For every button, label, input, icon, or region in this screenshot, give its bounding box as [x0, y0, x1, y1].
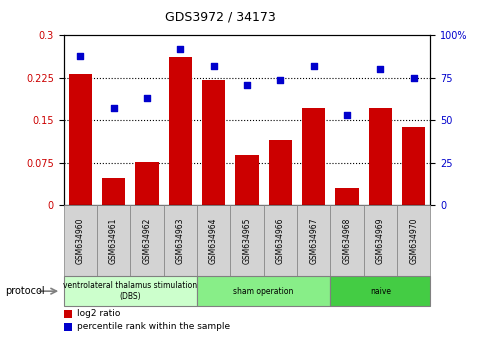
Bar	[102, 178, 125, 205]
Bar	[401, 127, 425, 205]
Point	[76, 53, 84, 59]
Text: ventrolateral thalamus stimulation
(DBS): ventrolateral thalamus stimulation (DBS)	[63, 281, 197, 301]
Bar	[335, 188, 358, 205]
Bar	[268, 140, 291, 205]
Bar	[235, 155, 258, 205]
Text: GSM634970: GSM634970	[408, 217, 417, 264]
Bar	[135, 162, 158, 205]
Bar	[168, 57, 191, 205]
Point	[243, 82, 250, 87]
Bar	[68, 74, 92, 205]
Point	[176, 46, 184, 52]
Point	[376, 67, 384, 72]
Text: protocol: protocol	[5, 286, 44, 296]
Text: GSM634966: GSM634966	[275, 217, 284, 264]
Point	[142, 96, 150, 101]
Text: GSM634963: GSM634963	[175, 217, 184, 264]
Point	[309, 63, 317, 69]
Text: GSM634965: GSM634965	[242, 217, 251, 264]
Text: GSM634969: GSM634969	[375, 217, 384, 264]
Text: GSM634961: GSM634961	[109, 217, 118, 264]
Text: percentile rank within the sample: percentile rank within the sample	[77, 322, 230, 331]
Text: GSM634967: GSM634967	[308, 217, 318, 264]
Text: GSM634960: GSM634960	[76, 217, 84, 264]
Point	[209, 63, 217, 69]
Text: GDS3972 / 34173: GDS3972 / 34173	[164, 11, 275, 24]
Point	[109, 105, 117, 111]
Bar	[202, 80, 225, 205]
Text: log2 ratio: log2 ratio	[77, 309, 121, 318]
Text: naive: naive	[369, 287, 390, 296]
Point	[409, 75, 417, 81]
Bar	[368, 108, 391, 205]
Text: sham operation: sham operation	[233, 287, 293, 296]
Text: GSM634962: GSM634962	[142, 217, 151, 264]
Point	[276, 77, 284, 82]
Text: GSM634964: GSM634964	[209, 217, 218, 264]
Point	[343, 113, 350, 118]
Bar	[302, 108, 325, 205]
Text: GSM634968: GSM634968	[342, 217, 351, 264]
